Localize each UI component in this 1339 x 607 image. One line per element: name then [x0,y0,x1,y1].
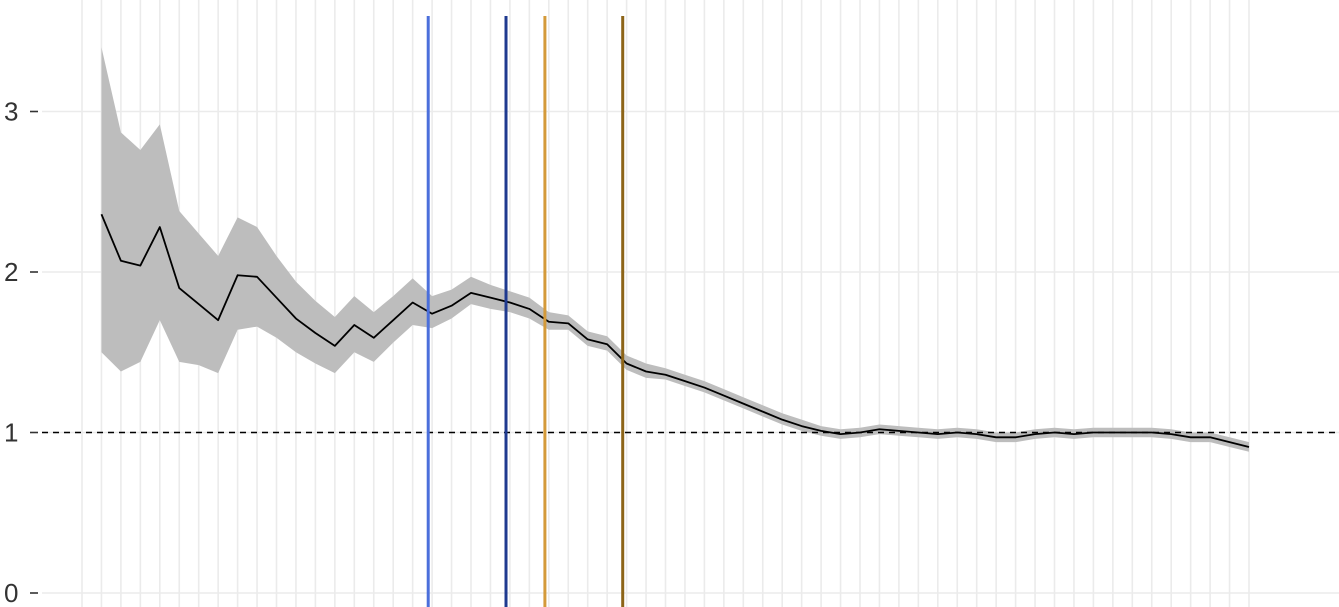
y-tick-label: 2 [4,257,18,287]
y-tick-label: 1 [4,418,18,448]
series-line [100,213,1250,448]
y-tick-label: 3 [4,97,18,127]
series-lines [100,213,1250,448]
y-axis: 0 1 2 3 [4,97,38,607]
y-tick-label: 0 [4,578,18,607]
vertical-markers [426,16,625,607]
